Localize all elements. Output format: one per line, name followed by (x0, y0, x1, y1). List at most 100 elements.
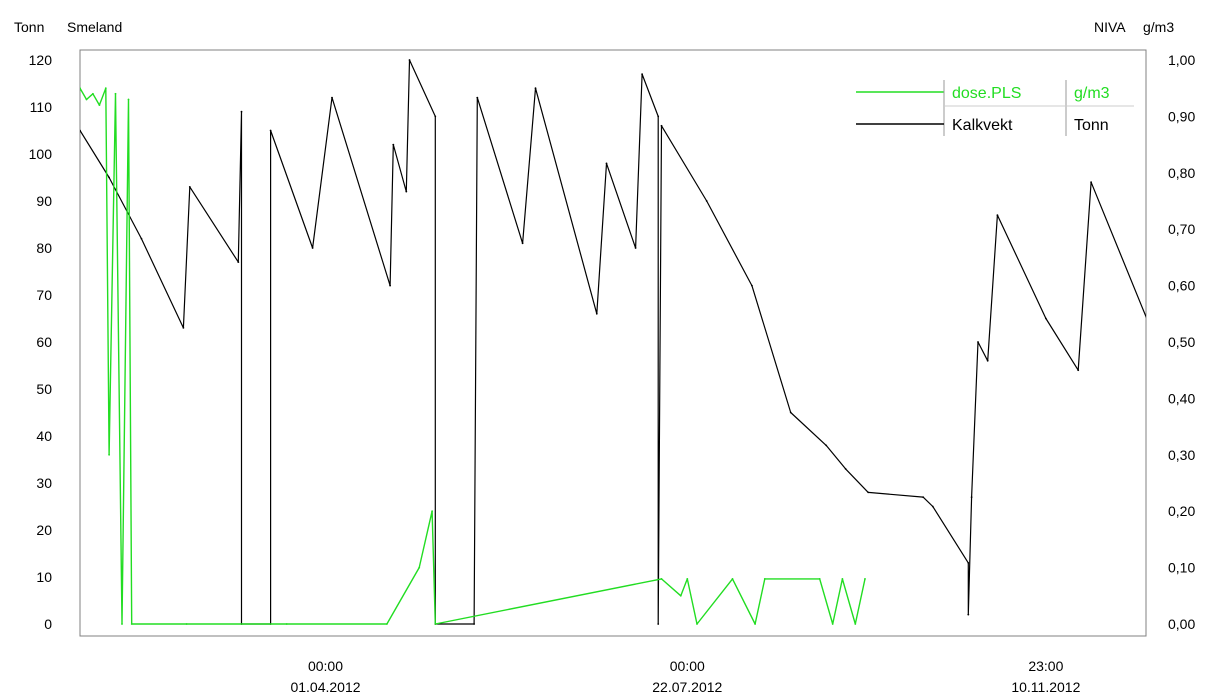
data-point-dose-pls (854, 623, 857, 625)
data-point-kalkvekt (476, 96, 479, 99)
data-point-kalkvekt (240, 110, 243, 113)
data-point-dose-pls (660, 578, 663, 580)
data-point-kalkvekt (534, 87, 537, 90)
right-station-label: NIVA (1094, 19, 1126, 35)
series-line-kalkvekt (80, 59, 1146, 625)
data-point-kalkvekt (641, 73, 643, 75)
data-point-kalkvekt (657, 623, 660, 625)
data-point-kalkvekt (108, 176, 110, 179)
y-right-tick-label: 1,00 (1168, 52, 1195, 68)
series-layer (80, 59, 1146, 625)
series-kalkvekt (80, 59, 1146, 625)
y-left-tick-label: 10 (36, 569, 52, 585)
data-point-dose-pls (185, 623, 188, 625)
data-point-kalkvekt (789, 411, 792, 414)
data-point-dose-pls (418, 566, 421, 569)
data-point-kalkvekt (660, 124, 663, 127)
data-point-kalkvekt (1090, 181, 1092, 184)
data-point-dose-pls (114, 92, 117, 95)
y-right-tick-label: 0,20 (1168, 503, 1195, 519)
data-point-kalkvekt (967, 613, 970, 616)
y-right-tick-label: 0,10 (1168, 560, 1195, 576)
data-point-kalkvekt (473, 623, 475, 625)
data-point-kalkvekt (970, 496, 973, 498)
data-point-dose-pls (121, 623, 123, 625)
data-point-kalkvekt (408, 59, 411, 61)
data-point-kalkvekt (931, 505, 934, 508)
x-tick-date-label: 22.07.2012 (652, 679, 722, 695)
y-right-tick-label: 0,90 (1168, 108, 1195, 124)
data-point-kalkvekt (977, 341, 979, 343)
data-point-kalkvekt (705, 200, 708, 202)
y-right-tick-label: 0,60 (1168, 278, 1195, 294)
series-dose-pls (80, 87, 866, 625)
data-point-dose-pls (831, 623, 834, 625)
legend-unit-dose-pls: g/m3 (1074, 85, 1110, 102)
data-point-kalkvekt (1077, 369, 1080, 372)
data-point-kalkvekt (986, 359, 989, 362)
y-left-tick-label: 50 (36, 381, 52, 397)
x-tick-time-label: 00:00 (308, 658, 343, 674)
y-left-tick-label: 110 (30, 99, 53, 115)
right-axis-unit-label: g/m3 (1143, 19, 1174, 35)
data-point-dose-pls (92, 92, 94, 95)
data-point-kalkvekt (996, 214, 999, 217)
y-left-tick-label: 0 (44, 616, 52, 632)
data-point-dose-pls (434, 623, 437, 625)
data-point-kalkvekt (605, 162, 608, 165)
y-right-axis: 0,00 0,10 0,20 0,30 0,40 0,50 0,60 0,70 0,80 0,90… (1168, 52, 1195, 632)
data-point-dose-pls (85, 98, 88, 101)
data-point-kalkvekt (269, 129, 272, 132)
legend: dose.PLS g/m3 Kalkvekt Tonn (850, 76, 1134, 140)
data-point-kalkvekt (188, 186, 191, 188)
legend-label-kalkvekt: Kalkvekt (952, 117, 1013, 134)
data-point-kalkvekt (657, 115, 660, 118)
data-point-kalkvekt (922, 496, 924, 498)
data-point-dose-pls (431, 510, 433, 513)
y-left-tick-label: 90 (36, 193, 52, 209)
data-point-kalkvekt (311, 247, 314, 249)
data-point-kalkvekt (867, 491, 870, 494)
data-point-kalkvekt (182, 327, 185, 329)
data-point-kalkvekt (1045, 317, 1047, 320)
plot-area-border (79, 49, 1147, 637)
data-point-kalkvekt (389, 284, 391, 287)
y-left-tick-label: 80 (36, 240, 52, 256)
data-point-dose-pls (130, 623, 133, 625)
data-point-kalkvekt (967, 562, 970, 564)
data-point-dose-pls (731, 578, 734, 580)
data-point-dose-pls (108, 453, 110, 456)
y-right-tick-label: 0,80 (1168, 165, 1195, 181)
data-point-kalkvekt (751, 284, 753, 287)
y-left-tick-label: 70 (36, 287, 52, 303)
x-tick-time-label: 00:00 (670, 658, 705, 674)
data-point-kalkvekt (140, 237, 143, 240)
data-point-dose-pls (679, 594, 682, 597)
data-point-kalkvekt (80, 129, 81, 132)
data-point-dose-pls (686, 578, 689, 580)
y-right-tick-label: 0,70 (1168, 221, 1195, 237)
y-left-tick-label: 40 (36, 428, 52, 444)
legend-unit-kalkvekt: Tonn (1074, 117, 1109, 134)
y-left-tick-label: 20 (36, 522, 52, 538)
data-point-dose-pls (864, 578, 866, 580)
y-right-tick-label: 0,40 (1168, 390, 1195, 406)
data-point-kalkvekt (237, 261, 240, 263)
y-left-tick-label: 30 (36, 475, 52, 491)
y-left-tick-label: 120 (29, 52, 53, 68)
legend-box (850, 76, 1134, 140)
y-left-tick-label: 100 (29, 146, 53, 162)
data-point-dose-pls (763, 578, 766, 580)
data-point-kalkvekt (634, 247, 637, 249)
data-point-dose-pls (104, 87, 107, 90)
data-point-dose-pls (696, 623, 698, 625)
data-point-kalkvekt (521, 242, 524, 245)
x-axis: 00:00 01.04.2012 00:00 22.07.2012 23:00 10.11… (290, 658, 1080, 695)
plot-frame (79, 49, 1147, 637)
data-point-kalkvekt (825, 444, 828, 447)
data-point-dose-pls (841, 578, 844, 580)
y-right-tick-label: 0,00 (1168, 616, 1195, 632)
legend-label-dose-pls: dose.PLS (952, 85, 1021, 102)
data-point-dose-pls (754, 623, 756, 625)
